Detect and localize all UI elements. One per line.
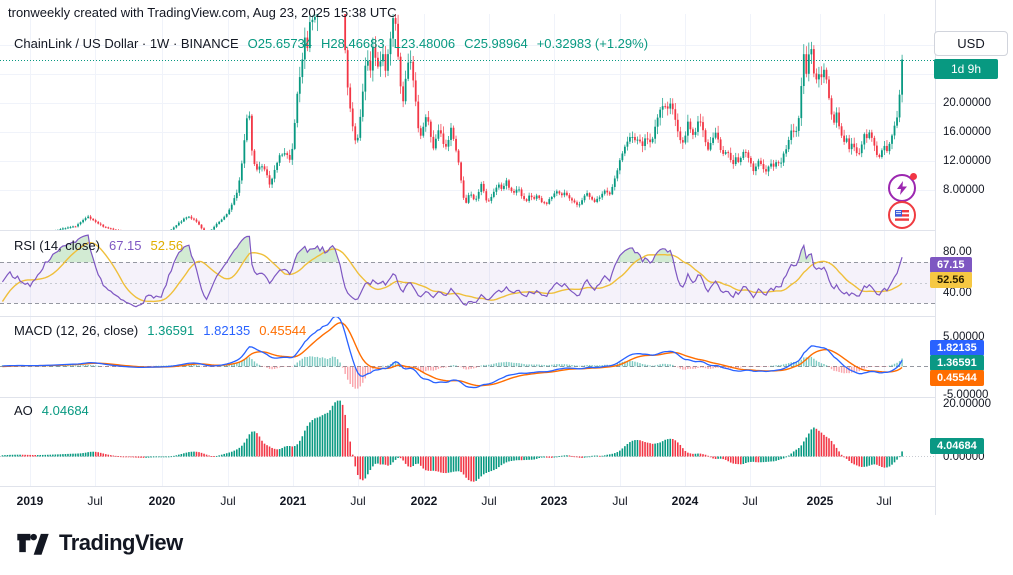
- macd-title[interactable]: MACD (12, 26, close): [14, 323, 139, 338]
- rsi-legend[interactable]: RSI (14, close) 67.15 52.56: [14, 238, 183, 253]
- time-tick-label: Jul: [481, 494, 497, 508]
- axis-tick-label: 20.00000: [943, 398, 991, 410]
- time-tick-label: Jul: [742, 494, 758, 508]
- notification-dot: [910, 173, 917, 180]
- flag-news-button[interactable]: [888, 201, 916, 229]
- axis-tick-label: 12.00000: [943, 155, 991, 167]
- time-tick-label: 2024: [671, 494, 699, 508]
- ao-legend[interactable]: AO 4.04684: [14, 403, 89, 418]
- lightning-icon: [897, 181, 907, 195]
- rsi-ma-value: 52.56: [150, 238, 184, 253]
- axis-tick-label: 40.00: [943, 287, 972, 299]
- axis-value-badge: 67.15: [930, 257, 972, 273]
- flash-ideas-button[interactable]: [888, 173, 917, 202]
- time-tick-label: Jul: [87, 494, 103, 508]
- axis-tick-label: 20.00000: [943, 97, 991, 109]
- axis-tick-label: 8.00000: [943, 184, 985, 196]
- time-tick-label: Jul: [876, 494, 892, 508]
- bar-countdown-badge: 1d 9h: [934, 59, 998, 79]
- ohlc-high: H28.46683: [321, 36, 385, 51]
- time-tick-label: Jul: [220, 494, 236, 508]
- ohlc-close: C25.98964: [464, 36, 528, 51]
- time-tick-label: 2023: [540, 494, 568, 508]
- time-tick-label: 2021: [279, 494, 307, 508]
- currency-button[interactable]: USD: [934, 31, 1008, 56]
- price-axis[interactable]: USD 1d 9h 20.00000 16.00000 12.00000 8.0000…: [930, 0, 1013, 515]
- flag-icon: [895, 210, 909, 221]
- axis-tick-label: -5.00000: [943, 389, 989, 401]
- ao-value: 4.04684: [41, 403, 89, 418]
- macd-signal-value: 0.45544: [259, 323, 307, 338]
- time-tick-label: 2019: [16, 494, 44, 508]
- axis-tick-label: 0.00000: [943, 451, 985, 463]
- macd-line-value: 1.82135: [203, 323, 251, 338]
- tradingview-logo-text: TradingView: [59, 530, 183, 555]
- time-tick-label: 2022: [410, 494, 438, 508]
- axis-tick-label: 16.00000: [943, 126, 991, 138]
- symbol-title[interactable]: ChainLink / US Dollar · 1W · BINANCE: [14, 36, 239, 51]
- ohlc-low: L23.48006: [393, 36, 456, 51]
- attribution-text: tronweekly created with TradingView.com,…: [8, 5, 397, 20]
- tradingview-logo[interactable]: TradingView: [16, 530, 183, 556]
- axis-value-badge: 1.36591: [930, 355, 984, 371]
- time-tick-label: Jul: [350, 494, 366, 508]
- tradingview-mark-icon: [17, 533, 49, 555]
- axis-value-badge: 0.45544: [930, 370, 984, 386]
- symbol-legend[interactable]: ChainLink / US Dollar · 1W · BINANCE O25…: [14, 36, 648, 51]
- ohlc-open: O25.65734: [247, 36, 313, 51]
- ao-title[interactable]: AO: [14, 403, 33, 418]
- time-tick-label: 2020: [148, 494, 176, 508]
- time-tick-label: Jul: [612, 494, 628, 508]
- time-axis[interactable]: 2019 Jul 2020 Jul 2021 Jul 2022 Jul 2023 Jul 2024 J…: [0, 486, 1013, 516]
- rsi-value: 67.15: [108, 238, 142, 253]
- time-tick-label: 2025: [806, 494, 834, 508]
- macd-hist-value: 1.36591: [147, 323, 195, 338]
- change-value: +0.32983 (+1.29%): [536, 36, 649, 51]
- axis-tick-label: 80.00: [943, 246, 972, 258]
- macd-legend[interactable]: MACD (12, 26, close) 1.36591 1.82135 0.4…: [14, 323, 306, 338]
- chart-canvas[interactable]: [0, 0, 1013, 515]
- rsi-title[interactable]: RSI (14, close): [14, 238, 100, 253]
- axis-value-badge: 4.04684: [930, 438, 984, 454]
- axis-value-badge: 1.82135: [930, 340, 984, 356]
- axis-value-badge: 52.56: [930, 272, 972, 288]
